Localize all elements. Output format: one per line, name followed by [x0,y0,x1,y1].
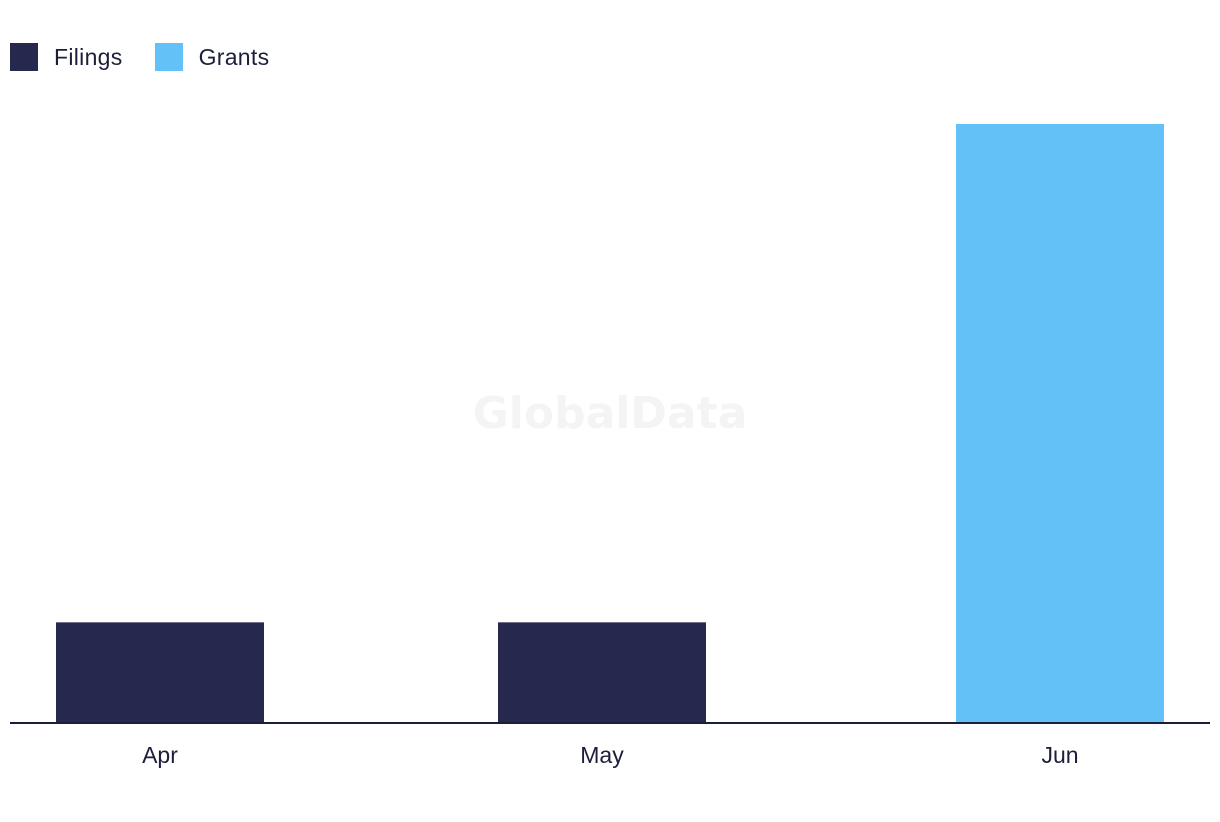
legend: Filings Grants [10,43,301,71]
legend-swatch-filings [10,43,38,71]
x-tick-label-jun: Jun [1041,742,1078,768]
legend-swatch-grants [154,43,183,71]
legend-item-filings: Filings [10,43,123,71]
bar-filings-may [498,622,706,722]
bar-grants-jun [956,124,1164,722]
legend-label-filings: Filings [54,43,123,70]
watermark: GlobalData [473,388,748,439]
legend-item-grants: Grants [154,43,270,71]
x-tick-label-may: May [580,742,624,768]
bars-group [56,124,1164,722]
x-tick-labels: Apr May Jun [142,742,1078,768]
bar-filings-apr [56,622,264,722]
legend-label-grants: Grants [198,43,270,70]
x-tick-label-apr: Apr [142,742,178,768]
